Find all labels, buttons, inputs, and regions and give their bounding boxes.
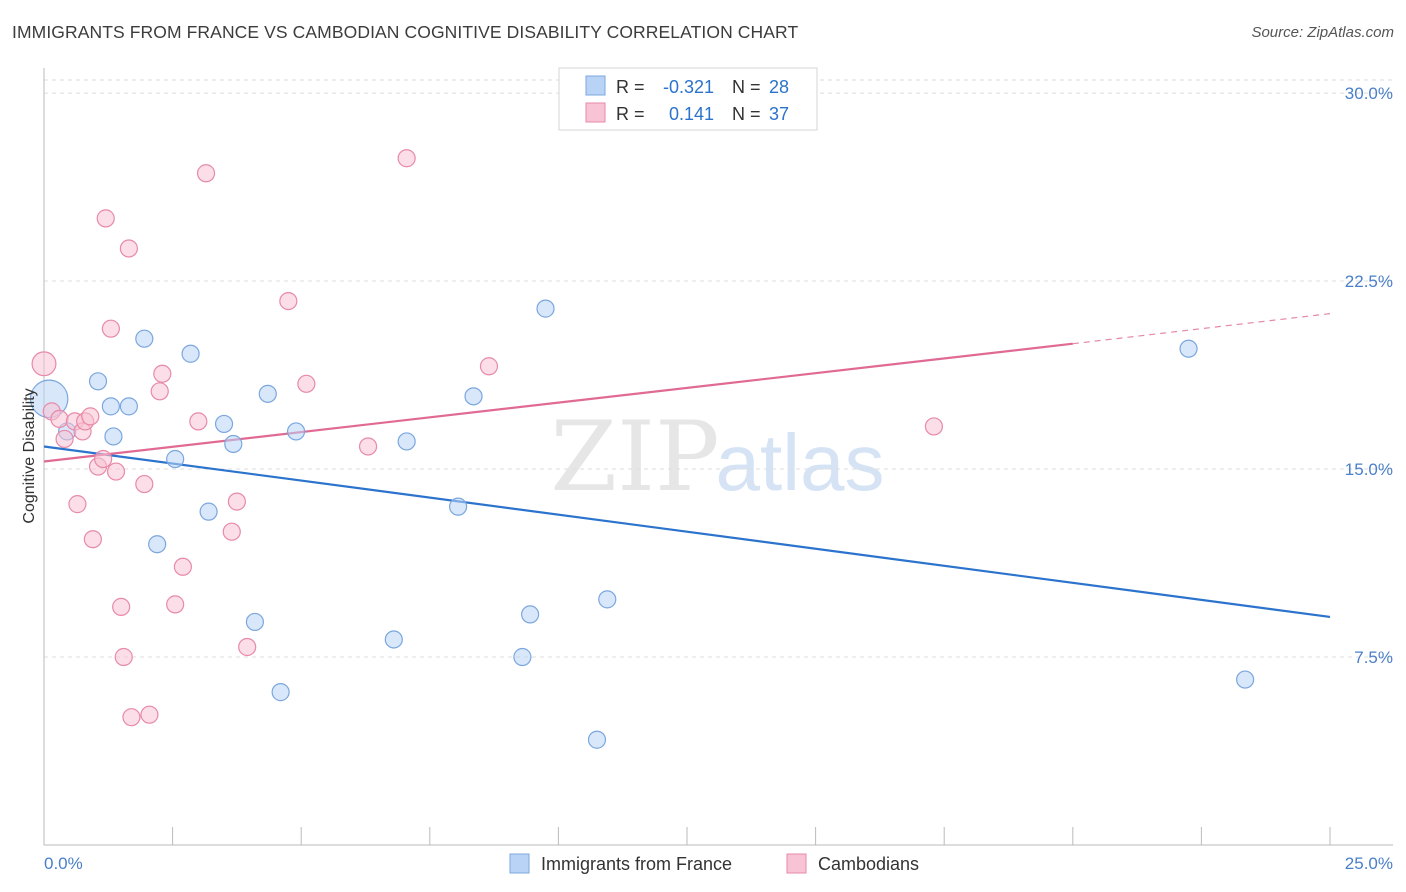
data-point-cambodians bbox=[358, 437, 378, 456]
series-legend-label-cambodians: Cambodians bbox=[818, 854, 919, 874]
data-point-france bbox=[271, 683, 290, 702]
data-point-cambodians bbox=[50, 409, 69, 429]
data-point-cambodians bbox=[83, 530, 102, 549]
data-point-cambodians bbox=[153, 364, 172, 383]
watermark-zip: ZIP bbox=[550, 401, 719, 513]
series-legend-label-france: Immigrants from France bbox=[541, 854, 732, 874]
data-point-cambodians bbox=[397, 149, 416, 168]
data-point-cambodians bbox=[227, 492, 246, 511]
trend-line-extension-cambodians bbox=[1072, 313, 1331, 345]
trend-line-cambodians bbox=[43, 342, 1073, 463]
x-tick-label-min: 0.0% bbox=[44, 854, 83, 873]
data-point-cambodians bbox=[106, 462, 126, 481]
data-point-france bbox=[286, 422, 306, 441]
data-point-cambodians bbox=[96, 209, 115, 228]
watermark-atlas: atlas bbox=[716, 418, 885, 507]
data-point-cambodians bbox=[479, 357, 499, 376]
y-tick-label: 7.5% bbox=[1354, 648, 1393, 667]
data-point-cambodians bbox=[166, 595, 185, 614]
data-point-france bbox=[88, 372, 108, 391]
data-point-cambodians bbox=[31, 351, 57, 377]
data-point-france bbox=[448, 497, 468, 516]
y-axis-label: Cognitive Disability bbox=[21, 388, 38, 523]
data-point-cambodians bbox=[297, 374, 316, 393]
data-point-cambodians bbox=[101, 319, 120, 338]
data-point-france bbox=[464, 387, 483, 406]
data-point-cambodians bbox=[81, 407, 100, 426]
data-point-france bbox=[536, 299, 555, 318]
data-point-cambodians bbox=[135, 474, 154, 494]
data-point-cambodians bbox=[122, 708, 141, 727]
data-point-cambodians bbox=[189, 412, 208, 431]
data-point-france bbox=[181, 344, 200, 363]
series-legend-swatch-cambodians bbox=[786, 853, 807, 874]
data-point-france bbox=[135, 329, 154, 348]
data-point-cambodians bbox=[238, 637, 257, 657]
data-point-cambodians bbox=[119, 239, 138, 258]
y-tick-label: 30.0% bbox=[1345, 84, 1393, 103]
data-point-cambodians bbox=[94, 449, 113, 469]
source-credit: Source: ZipAtlas.com bbox=[1251, 24, 1394, 41]
data-point-cambodians bbox=[112, 597, 131, 616]
data-point-france bbox=[224, 434, 243, 454]
series-legend-swatch-france bbox=[509, 853, 530, 874]
watermark: ZIP atlas bbox=[550, 401, 884, 513]
data-point-france bbox=[199, 502, 218, 521]
chart-title: IMMIGRANTS FROM FRANCE VS CAMBODIAN COGN… bbox=[12, 22, 799, 42]
legend-r-value-pink: 0.141 bbox=[669, 104, 714, 124]
legend-n-value-blue: 28 bbox=[769, 77, 789, 97]
data-point-france bbox=[214, 414, 234, 434]
data-point-cambodians bbox=[173, 557, 192, 576]
legend-swatch-pink bbox=[585, 102, 606, 123]
y-tick-label: 22.5% bbox=[1345, 272, 1393, 291]
legend-r-label-blue: R = bbox=[616, 77, 650, 97]
legend-swatch-blue bbox=[585, 75, 606, 96]
data-point-cambodians bbox=[279, 292, 298, 311]
trend-layer bbox=[43, 313, 1331, 619]
y-tick-label: 15.0% bbox=[1345, 460, 1393, 479]
data-point-cambodians bbox=[68, 495, 87, 514]
data-point-france bbox=[384, 630, 403, 649]
data-point-france bbox=[521, 605, 540, 624]
points-layer bbox=[29, 149, 1255, 749]
data-point-france bbox=[148, 535, 167, 554]
data-point-cambodians bbox=[196, 164, 216, 183]
data-point-france bbox=[104, 427, 123, 446]
correlation-legend: R = -0.321 N = 28 R = 0.141 N = 37 bbox=[558, 67, 818, 131]
data-point-france bbox=[258, 384, 277, 403]
data-point-france bbox=[1179, 339, 1198, 358]
data-point-france bbox=[397, 432, 416, 451]
series-legend: Immigrants from France Cambodians bbox=[509, 853, 919, 874]
legend-r-value-blue: -0.321 bbox=[663, 77, 714, 97]
data-point-france bbox=[245, 612, 265, 632]
legend-n-label-blue: N = bbox=[732, 77, 766, 97]
data-point-france bbox=[1236, 670, 1255, 689]
data-point-france bbox=[587, 730, 607, 749]
data-point-cambodians bbox=[114, 647, 133, 667]
trend-line-france bbox=[43, 445, 1331, 619]
data-point-france bbox=[166, 449, 185, 469]
axis-layer: 7.5% 15.0% 22.5% 30.0% bbox=[43, 68, 1393, 846]
data-point-france bbox=[598, 590, 617, 609]
data-point-cambodians bbox=[150, 382, 169, 401]
legend-r-label-pink: R = bbox=[616, 104, 650, 124]
data-point-cambodians bbox=[140, 705, 159, 724]
data-point-cambodians bbox=[55, 429, 74, 449]
data-point-cambodians bbox=[924, 417, 944, 436]
grid-layer bbox=[44, 79, 1393, 658]
legend-n-value-pink: 37 bbox=[769, 104, 789, 124]
data-point-france bbox=[101, 397, 120, 416]
data-point-france bbox=[513, 647, 532, 667]
legend-n-label-pink: N = bbox=[732, 104, 766, 124]
x-tick-label-max: 25.0% bbox=[1345, 854, 1393, 873]
data-point-france bbox=[119, 397, 138, 416]
data-point-cambodians bbox=[222, 522, 241, 541]
